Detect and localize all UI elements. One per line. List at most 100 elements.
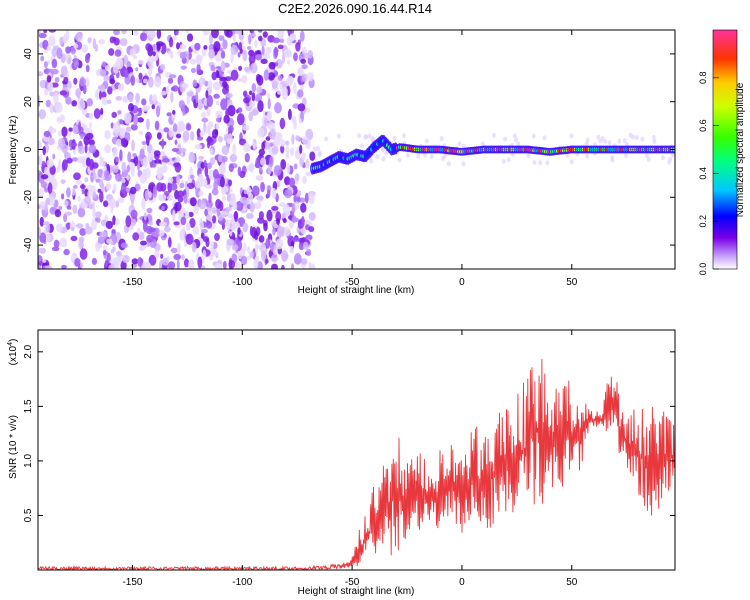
noise-speckle: [227, 213, 233, 219]
noise-speckle: [115, 156, 120, 163]
noise-speckle: [179, 182, 185, 189]
noise-speckle: [133, 114, 139, 126]
noise-speckle: [218, 35, 225, 41]
noise-speckle: [121, 161, 127, 173]
noise-speckle: [275, 58, 283, 69]
noise-speckle: [242, 49, 248, 62]
noise-speckle: [163, 225, 171, 233]
noise-speckle: [167, 261, 176, 269]
noise-speckle: [70, 235, 78, 242]
noise-speckle: [49, 164, 56, 176]
noise-speckle: [297, 103, 306, 112]
noise-speckle: [70, 46, 77, 55]
noise-speckle: [260, 58, 268, 64]
noise-speckle: [167, 50, 174, 55]
noise-speckle: [186, 186, 190, 198]
noise-speckle: [232, 33, 236, 42]
noise-speckle: [47, 81, 54, 93]
noise-speckle: [207, 80, 213, 91]
noise-speckle: [237, 113, 245, 126]
noise-speckle: [212, 81, 221, 91]
noise-speckle: [132, 153, 137, 158]
noise-speckle: [135, 67, 139, 72]
noise-speckle: [300, 258, 308, 265]
snr-y-tick-label: 2.0: [23, 344, 34, 358]
noise-speckle-faint: [661, 155, 665, 161]
spectrogram-y-tick-label: 40: [23, 48, 34, 60]
noise-speckle: [261, 250, 266, 262]
noise-speckle: [177, 120, 185, 131]
spectrogram-x-ticks: -150 -100 -50 0 50: [122, 30, 578, 288]
colorbar: 0.0 0.2 0.4 0.6 0.8 Normalized spectral ampl…: [698, 29, 746, 275]
noise-speckle: [198, 200, 207, 210]
noise-speckle: [88, 144, 97, 154]
noise-speckle: [271, 187, 277, 200]
noise-speckle: [38, 264, 41, 269]
noise-speckle: [110, 202, 114, 213]
noise-speckle: [271, 80, 278, 90]
noise-speckle: [78, 121, 82, 132]
noise-speckle: [211, 30, 219, 39]
noise-speckle: [170, 91, 174, 103]
noise-speckle: [168, 37, 174, 48]
noise-speckle: [177, 195, 184, 203]
noise-speckle: [102, 200, 109, 207]
noise-speckle: [215, 100, 220, 106]
noise-speckle: [244, 152, 250, 163]
noise-speckle: [106, 99, 112, 105]
noise-speckle: [267, 97, 271, 110]
noise-speckle: [222, 39, 228, 50]
noise-speckle: [88, 121, 92, 128]
noise-speckle: [257, 217, 265, 224]
noise-speckle: [154, 120, 160, 131]
noise-speckle: [128, 94, 134, 103]
noise-speckle: [147, 56, 154, 68]
noise-speckle: [291, 236, 300, 242]
noise-speckle: [79, 77, 86, 87]
noise-speckle: [38, 188, 44, 198]
noise-speckle: [194, 144, 203, 150]
noise-speckle: [129, 186, 137, 195]
noise-speckle: [46, 75, 52, 83]
noise-speckle: [225, 108, 230, 118]
noise-speckle-faint: [506, 157, 511, 163]
noise-speckle: [248, 34, 252, 45]
noise-speckle: [229, 153, 237, 163]
noise-speckle-faint: [668, 156, 673, 162]
colorbar-gradient: [712, 29, 738, 270]
noise-speckle: [115, 200, 120, 208]
noise-speckle: [225, 92, 233, 99]
noise-speckle: [196, 128, 201, 139]
noise-speckle-faint: [491, 133, 496, 138]
noise-speckle: [73, 77, 78, 85]
noise-speckle: [188, 211, 194, 218]
snr-y-tick-label: 0.5: [23, 508, 34, 522]
noise-speckle: [179, 147, 187, 153]
noise-speckle: [84, 142, 88, 154]
noise-speckle-faint: [442, 153, 447, 159]
snr-x-tick-label: -50: [345, 577, 360, 588]
noise-speckle: [64, 200, 69, 206]
noise-speckle: [103, 245, 107, 251]
noise-speckle: [46, 234, 51, 242]
noise-speckle: [102, 249, 107, 256]
noise-speckle: [69, 220, 76, 231]
noise-speckle: [261, 45, 265, 56]
noise-speckle: [152, 185, 158, 198]
noise-speckle: [194, 180, 203, 189]
noise-speckle: [147, 66, 153, 77]
noise-speckle: [228, 258, 233, 269]
noise-speckle: [38, 71, 44, 77]
noise-speckle: [246, 212, 254, 220]
noise-speckle: [88, 139, 95, 146]
noise-speckle: [279, 202, 286, 207]
noise-speckle: [208, 192, 212, 204]
noise-speckle: [87, 37, 92, 44]
noise-speckle: [131, 258, 139, 265]
noise-speckle: [203, 159, 207, 168]
noise-speckle: [266, 92, 271, 99]
noise-speckle: [99, 69, 107, 77]
noise-speckle: [68, 127, 73, 132]
noise-speckle: [137, 117, 144, 123]
noise-speckle: [182, 107, 186, 116]
